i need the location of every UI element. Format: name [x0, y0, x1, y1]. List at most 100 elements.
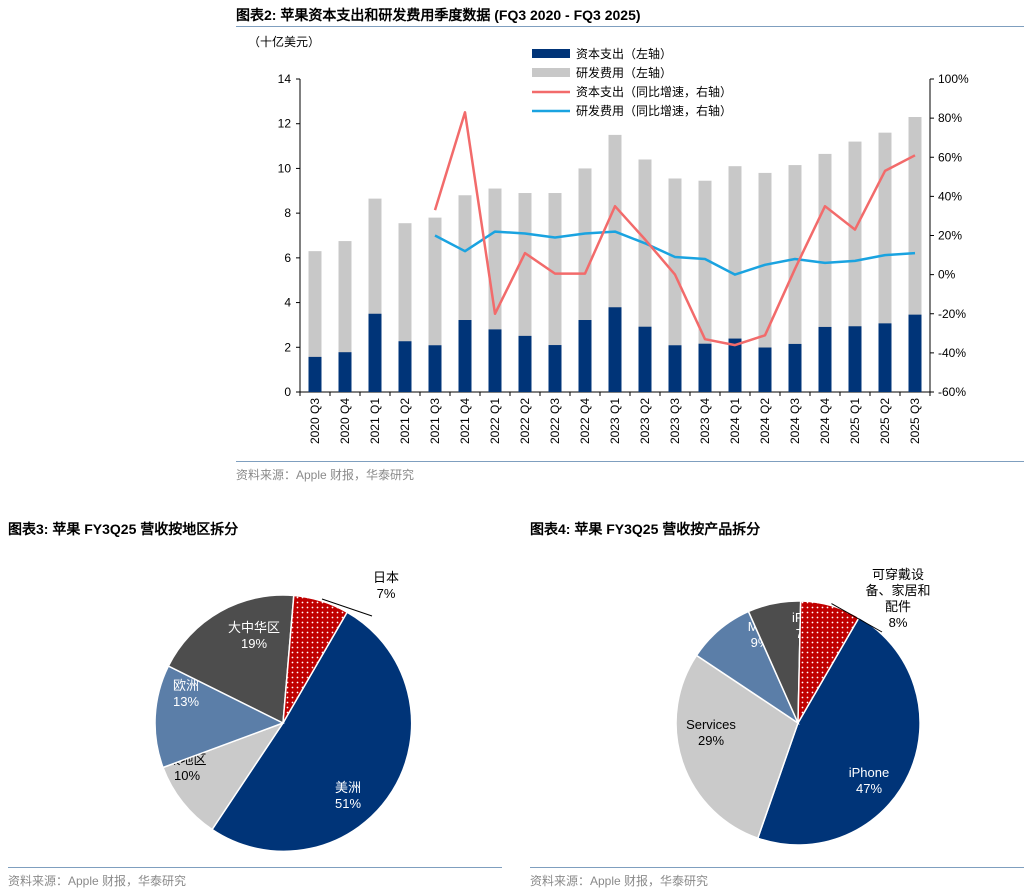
right-tick-label: 20% [938, 229, 962, 243]
legend-label: 资本支出（左轴） [576, 46, 672, 61]
slice-value-label: 51% [335, 796, 361, 811]
x-tick-label: 2024 Q1 [728, 398, 742, 444]
fig3-source: 资料来源：Apple 财报，华泰研究 [8, 874, 187, 888]
fig4-title: 图表4: 苹果 FY3Q25 营收按产品拆分 [530, 521, 761, 537]
right-tick-label: 40% [938, 189, 962, 203]
slice-name-label: 备、家居和 [865, 583, 930, 598]
x-tick-label: 2021 Q3 [428, 398, 442, 444]
capex-bar [398, 341, 412, 392]
x-tick-label: 2021 Q4 [458, 398, 472, 444]
x-tick-label: 2021 Q1 [368, 398, 382, 444]
x-tick-label: 2021 Q2 [398, 398, 412, 444]
fig2-title: 图表2: 苹果资本支出和研发费用季度数据 (FQ3 2020 - FQ3 202… [236, 7, 641, 23]
capex-bar [368, 313, 382, 392]
left-tick-label: 0 [284, 385, 291, 399]
slice-name-label: iPhone [849, 765, 889, 780]
capex-bar [548, 345, 562, 392]
right-tick-label: 0% [938, 268, 956, 282]
pie-slice [797, 600, 861, 724]
slice-name-label: 可穿戴设 [872, 567, 924, 582]
fig2-source-rule [236, 461, 1024, 462]
x-tick-label: 2022 Q3 [548, 398, 562, 444]
leader-line [831, 603, 883, 633]
legend-label: 研发费用（同比增速，右轴） [576, 103, 732, 118]
x-tick-label: 2022 Q2 [518, 398, 532, 444]
pie-slice [282, 594, 349, 724]
slice-name-label: 日本 [373, 570, 399, 585]
capex-bar [458, 320, 472, 392]
x-tick-label: 2024 Q2 [758, 398, 772, 444]
left-tick-label: 4 [284, 296, 291, 310]
rd-bar [668, 178, 682, 392]
capex-bar [338, 352, 352, 392]
capex-bar [878, 323, 892, 392]
capex-growth-line [433, 111, 916, 347]
capex-bar [668, 345, 682, 392]
slice-value-label: 29% [698, 733, 724, 748]
capex-bar [818, 326, 832, 392]
fig4-source-rule [530, 867, 1024, 868]
capex-bar [698, 343, 712, 392]
capex-bar [428, 345, 442, 392]
rd-bar [788, 165, 802, 392]
capex-bar [908, 314, 922, 392]
rd-bar [308, 251, 322, 392]
x-tick-label: 2025 Q2 [878, 398, 892, 444]
right-tick-label: 100% [938, 72, 969, 86]
left-axis-unit: （十亿美元） [248, 34, 320, 49]
left-tick-label: 12 [278, 117, 292, 131]
revenue-by-product-pie: iPhone47%Services29%Mac9%iPad7%可穿戴设备、家居和… [675, 567, 931, 846]
capex-bar [728, 338, 742, 392]
leader-line [321, 598, 373, 617]
capex-bar [578, 320, 592, 392]
capex-bar [488, 329, 502, 392]
capex-rd-combo-chart: （十亿美元） 0 2 4 6 8 10 12 14 -60% -40% -20% 0% 20% 40% 60%… [248, 34, 969, 444]
capex-bar [788, 343, 802, 392]
x-tick-label: 2022 Q4 [578, 398, 592, 444]
rd-bar [548, 193, 562, 392]
legend-label: 研发费用（左轴） [576, 65, 672, 80]
x-tick-label: 2023 Q3 [668, 398, 682, 444]
left-tick-label: 8 [284, 206, 291, 220]
right-tick-label: -60% [938, 385, 966, 399]
capex-bar [608, 307, 622, 392]
pie-slice [756, 616, 921, 846]
right-tick-label: -40% [938, 346, 966, 360]
slice-value-label: 10% [174, 768, 200, 783]
x-tick-label: 2025 Q3 [908, 398, 922, 444]
x-tick-label: 2023 Q2 [638, 398, 652, 444]
capex-bar [848, 326, 862, 392]
left-tick-label: 14 [278, 72, 292, 86]
right-tick-label: -20% [938, 307, 966, 321]
rd-growth-line [434, 230, 916, 276]
pie-slice [162, 721, 285, 831]
left-tick-label: 6 [284, 251, 291, 265]
legend-swatch-capex [532, 49, 570, 58]
fig3-source-rule [8, 867, 502, 868]
legend-swatch-rd [532, 68, 570, 77]
slice-value-label: 8% [889, 615, 908, 630]
capex-bar [518, 335, 532, 392]
capex-bar [758, 347, 772, 392]
slice-name-label: 配件 [885, 599, 911, 614]
fig2-title-rule [236, 26, 1024, 27]
slice-name-label: Services [686, 717, 736, 732]
pie-slice [154, 664, 285, 769]
x-tick-label: 2022 Q1 [488, 398, 502, 444]
left-tick-label: 10 [278, 161, 292, 175]
x-tick-label: 2020 Q3 [308, 398, 322, 444]
x-tick-label: 2024 Q3 [788, 398, 802, 444]
right-tick-label: 60% [938, 150, 962, 164]
slice-value-label: 19% [241, 636, 267, 651]
fig3-title: 图表3: 苹果 FY3Q25 营收按地区拆分 [8, 521, 239, 537]
slice-value-label: 47% [856, 781, 882, 796]
pie-slice [167, 594, 295, 725]
x-tick-label: 2024 Q4 [818, 398, 832, 444]
capex-bar [308, 356, 322, 392]
left-tick-label: 2 [284, 340, 291, 354]
x-tick-label: 2020 Q4 [338, 398, 352, 444]
rd-bar [728, 166, 742, 392]
slice-name-label: 大中华区 [228, 620, 280, 635]
